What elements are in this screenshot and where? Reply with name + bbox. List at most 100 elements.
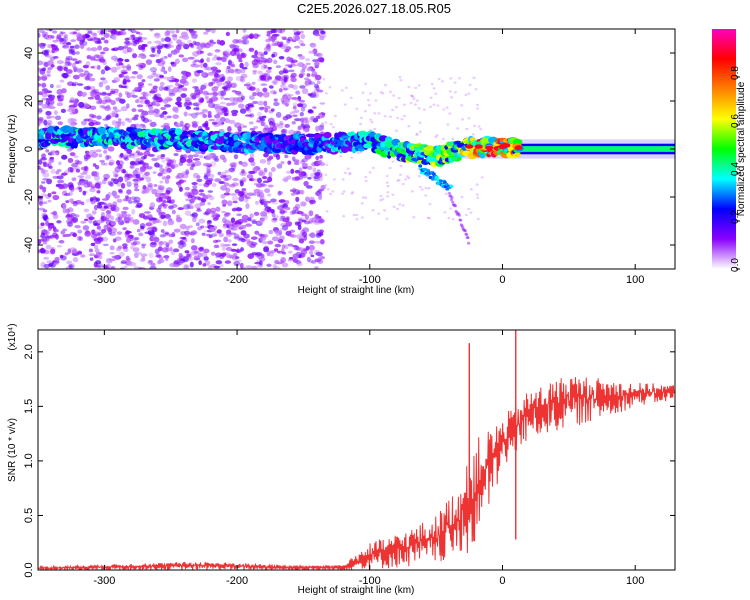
colorbar-tick-label: 0.8	[730, 66, 741, 80]
noise-speck	[133, 265, 138, 269]
noise-speck	[283, 87, 288, 91]
noise-speck	[451, 137, 455, 141]
noise-speck	[110, 266, 115, 269]
noise-speck	[238, 103, 245, 109]
noise-speck	[57, 179, 65, 184]
noise-speck	[293, 161, 300, 166]
noise-speck	[379, 91, 383, 94]
noise-speck	[249, 127, 256, 131]
ridge-blob	[193, 136, 199, 142]
noise-speck	[240, 95, 246, 101]
noise-speck	[417, 84, 421, 87]
noise-speck	[120, 210, 128, 214]
noise-speck	[147, 220, 155, 226]
noise-speck	[171, 87, 179, 93]
noise-speck	[263, 51, 268, 55]
noise-speck	[98, 153, 103, 158]
noise-speck	[59, 37, 64, 43]
noise-speck	[228, 183, 236, 188]
noise-speck	[346, 167, 350, 170]
noise-speck	[139, 177, 144, 181]
y-tick-label: 1.0	[23, 453, 35, 468]
noise-speck	[386, 191, 390, 194]
noise-speck	[133, 181, 139, 186]
noise-speck	[166, 175, 171, 180]
noise-speck	[379, 199, 383, 202]
noise-speck	[126, 181, 132, 188]
noise-speck	[174, 78, 180, 83]
noise-speck	[213, 244, 220, 249]
noise-speck	[424, 194, 428, 197]
ridge-peak	[474, 144, 483, 149]
noise-speck	[90, 65, 95, 69]
noise-speck	[301, 219, 307, 223]
noise-speck	[118, 213, 124, 220]
noise-speck	[50, 212, 57, 215]
noise-speck	[137, 82, 145, 87]
noise-speck	[325, 210, 329, 213]
noise-speck	[412, 216, 416, 219]
noise-speck	[160, 214, 166, 219]
noise-speck	[109, 245, 115, 251]
noise-speck	[104, 106, 112, 112]
noise-speck	[64, 61, 71, 66]
noise-speck	[310, 254, 315, 258]
snr-y-axis: 0.00.51.01.52.0	[23, 344, 675, 578]
noise-speck	[159, 114, 164, 118]
noise-speck	[164, 178, 170, 184]
noise-speck	[231, 109, 239, 115]
noise-speck	[42, 209, 48, 213]
noise-speck	[298, 39, 304, 45]
noise-speck	[71, 83, 77, 87]
noise-speck	[149, 66, 158, 73]
noise-speck	[221, 210, 227, 214]
noise-speck	[62, 45, 70, 49]
noise-speck	[270, 198, 277, 203]
noise-speck	[303, 77, 310, 81]
noise-speck	[237, 191, 244, 197]
ridge-blob	[176, 129, 183, 136]
noise-speck	[215, 62, 222, 66]
noise-speck	[177, 207, 185, 211]
noise-speck	[168, 92, 176, 97]
noise-speck	[477, 125, 481, 128]
noise-speck	[142, 184, 147, 190]
noise-speck	[137, 55, 144, 58]
noise-speck	[56, 102, 64, 107]
noise-speck	[85, 61, 91, 67]
noise-speck	[206, 57, 210, 63]
noise-speck	[165, 242, 170, 248]
noise-speck	[230, 69, 235, 74]
noise-speck	[134, 167, 140, 172]
noise-speck	[367, 104, 371, 107]
noise-speck	[93, 175, 101, 181]
noise-speck	[169, 262, 176, 268]
noise-speck	[414, 86, 418, 90]
noise-speck	[265, 128, 271, 133]
noise-speck	[50, 248, 56, 255]
colorbar: 0.00.20.40.60.8 Normalized spectral ampl…	[712, 29, 747, 272]
noise-speck	[126, 65, 132, 72]
noise-speck	[268, 229, 274, 235]
x-tick-label: 100	[626, 575, 644, 587]
noise-speck	[197, 197, 204, 201]
noise-speck	[199, 62, 204, 69]
noise-speck	[210, 29, 216, 34]
noise-speck	[104, 115, 111, 121]
noise-speck	[38, 165, 41, 170]
noise-speck	[475, 183, 479, 186]
noise-speck	[51, 48, 56, 54]
noise-speck	[158, 85, 164, 92]
noise-speck	[147, 75, 154, 80]
noise-speck	[175, 216, 183, 223]
noise-speck	[405, 175, 409, 178]
noise-speck	[217, 171, 222, 176]
noise-speck	[290, 74, 295, 79]
noise-speck	[44, 104, 48, 107]
noise-speck	[364, 175, 368, 179]
noise-speck	[192, 40, 197, 46]
noise-speck	[231, 195, 239, 202]
noise-speck	[453, 91, 457, 94]
noise-speck	[401, 204, 405, 207]
noise-speck	[444, 192, 448, 196]
